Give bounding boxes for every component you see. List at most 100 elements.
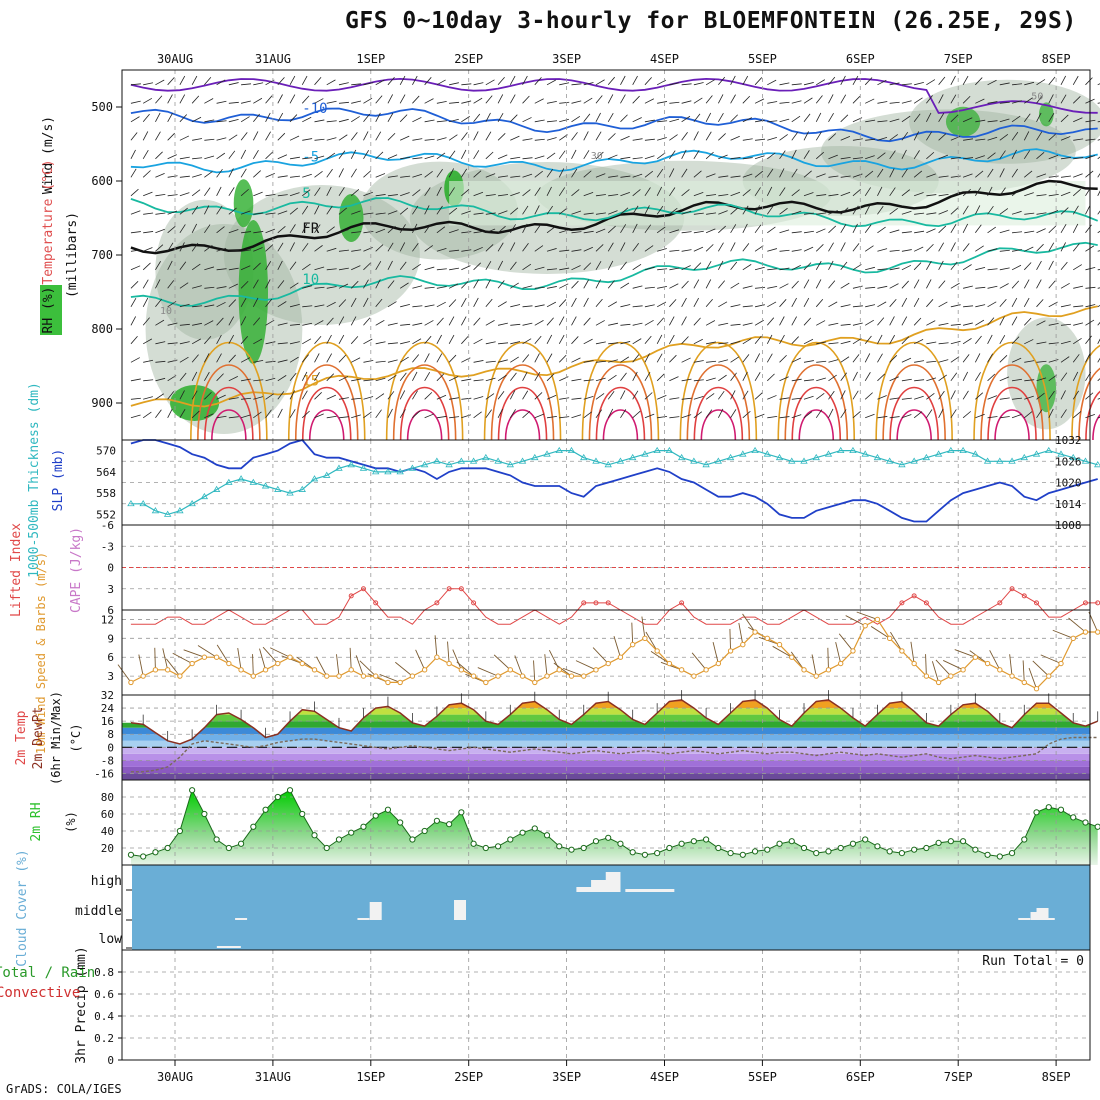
- temp-contour-0: [130, 179, 1098, 255]
- wind-barb: [595, 298, 603, 308]
- rh-marker: [140, 853, 147, 860]
- wind-barb: [559, 118, 570, 123]
- wind-barb: [595, 377, 606, 382]
- wind-barb: [1024, 339, 1034, 345]
- wind-barb: [742, 264, 752, 271]
- wind-barb: [179, 135, 190, 141]
- wind-barb: [155, 193, 166, 197]
- lifted-index-marker: [373, 600, 379, 606]
- wind-barb: [840, 207, 849, 215]
- wind-barb: [583, 97, 593, 104]
- warm-temp-contour: [994, 409, 1030, 441]
- precip-convective-label: Convective: [0, 985, 80, 1001]
- rh-marker: [592, 838, 600, 845]
- wind-barb: [534, 266, 545, 271]
- wind-barb-10m: [1009, 654, 1013, 677]
- wind-barb: [987, 353, 994, 363]
- wind-barb: [754, 413, 765, 419]
- wind-barb-10m: [252, 654, 254, 677]
- wind-barb: [913, 150, 920, 160]
- wind-barb: [387, 175, 398, 178]
- rh-marker: [739, 851, 746, 858]
- wind-barb: [461, 249, 472, 252]
- wind-barb: [301, 95, 310, 104]
- rh-marker: [825, 848, 832, 855]
- wind-barb: [338, 376, 349, 382]
- wind-barb: [399, 242, 406, 252]
- wind-barb: [901, 280, 909, 289]
- rh-marker: [372, 812, 379, 819]
- wind-barb: [999, 168, 1005, 178]
- wind-barb: [204, 304, 215, 308]
- wind-barb: [962, 243, 970, 252]
- temp-band: [122, 760, 1090, 767]
- wind-barb: [852, 411, 861, 419]
- wind-barb: [253, 170, 261, 178]
- wind-barb: [485, 151, 494, 160]
- wind-barb: [375, 244, 384, 252]
- wind-speed-marker: [483, 679, 489, 686]
- wind-barb: [742, 354, 750, 363]
- wind-barb: [289, 114, 298, 123]
- wind-barb: [546, 415, 557, 419]
- wind-barb: [742, 322, 753, 326]
- wind-barb-10m: [336, 654, 340, 677]
- wind-barb: [1048, 94, 1054, 104]
- wind-barb: [620, 156, 631, 160]
- wind-barb: [681, 397, 692, 400]
- rh-marker: [641, 851, 649, 858]
- rh-marker: [813, 850, 820, 857]
- warm-temp-contour: [882, 364, 946, 441]
- wind-barb: [1085, 77, 1093, 86]
- rh-marker: [886, 848, 893, 855]
- wind-barb: [742, 410, 751, 419]
- wind-barb: [1048, 210, 1059, 215]
- wind-barb: [192, 322, 203, 326]
- wind-barb-10m: [650, 651, 670, 664]
- wind-barb: [816, 194, 827, 197]
- wind-barb: [510, 323, 521, 326]
- wind-barb: [240, 116, 250, 123]
- wind-barb: [412, 223, 418, 233]
- wind-barb: [1011, 149, 1017, 159]
- wind-barb: [938, 374, 947, 382]
- wind-barb: [375, 341, 386, 345]
- wind-barb: [485, 298, 493, 308]
- wind-speed-marker: [1082, 629, 1089, 635]
- top-day-label-31AUG: 31AUG: [255, 52, 291, 66]
- wind-barb: [302, 173, 312, 178]
- wind-barb: [950, 175, 961, 178]
- wind-barb: [730, 94, 736, 104]
- wind-barb: [473, 191, 484, 197]
- wind-barb: [1097, 321, 1100, 326]
- wind-barb: [167, 260, 173, 270]
- wind-barb: [277, 225, 286, 234]
- temperature-label: Temperature (°C): [41, 159, 56, 284]
- wind-barb: [350, 316, 357, 326]
- thickness-marker: [677, 453, 686, 461]
- wind-barb: [1048, 280, 1056, 289]
- rh-marker: [898, 850, 906, 857]
- wind-barb: [497, 359, 508, 363]
- thickness-marker: [971, 450, 980, 457]
- wind-barb: [938, 76, 946, 86]
- wind-barb: [913, 339, 924, 345]
- wind-barb: [828, 113, 834, 123]
- wind-barb: [302, 138, 313, 141]
- wind-speed-marker: [1070, 635, 1076, 642]
- wind-barb: [852, 285, 863, 289]
- wind-barb-10m: [165, 658, 181, 677]
- wind-barb: [461, 149, 467, 159]
- wind-barb: [461, 116, 470, 123]
- rh-marker: [947, 838, 954, 845]
- wind-barb: [143, 191, 153, 197]
- wind-barb: [583, 230, 594, 234]
- wind-barb: [1036, 392, 1045, 400]
- wind-barb: [901, 189, 911, 197]
- wind-barb: [1024, 192, 1034, 197]
- wind-barb: [999, 267, 1010, 271]
- wind-barb: [1097, 378, 1100, 382]
- wind-barb: [155, 409, 162, 419]
- wind-barb: [191, 116, 202, 123]
- warm-temp-contour: [406, 409, 443, 441]
